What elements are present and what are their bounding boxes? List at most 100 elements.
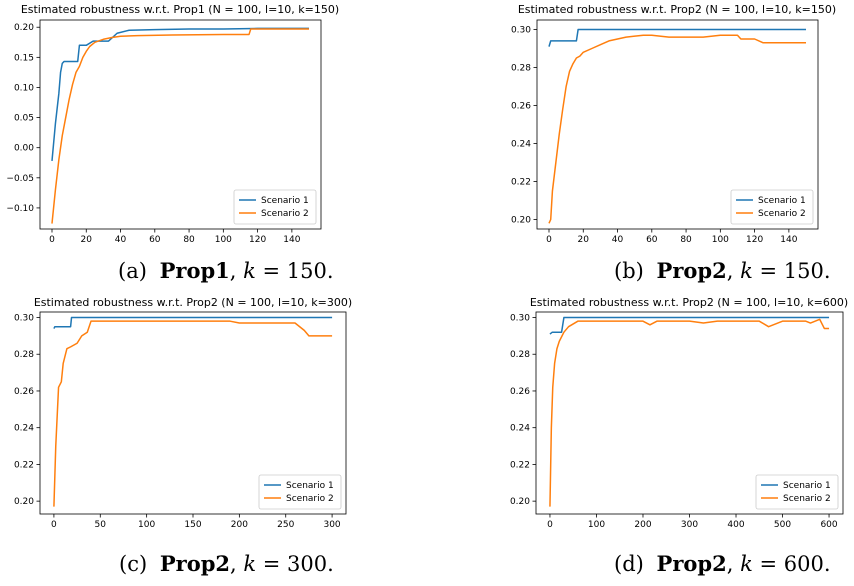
x-tick-label: 500: [774, 520, 791, 530]
y-tick-label: 0.24: [511, 140, 531, 150]
x-tick-label: 300: [323, 520, 340, 530]
y-tick-label: 0.26: [14, 387, 34, 397]
x-tick-label: 60: [149, 235, 161, 245]
legend-box: [755, 474, 839, 510]
x-tick-label: 40: [115, 235, 127, 245]
caption-label: (c): [119, 552, 147, 576]
x-tick-label: 200: [634, 520, 651, 530]
y-tick-label: 0.24: [14, 424, 34, 434]
x-tick-label: 140: [780, 235, 797, 245]
chart-title: Estimated robustness w.r.t. Prop2 (N = 1…: [34, 296, 352, 309]
x-tick-label: 20: [81, 235, 93, 245]
legend-label: Scenario 1: [261, 196, 309, 206]
caption-prop: Prop1: [160, 258, 230, 283]
chart-title: Estimated robustness w.r.t. Prop2 (N = 1…: [530, 296, 848, 309]
x-tick-label: 120: [249, 235, 266, 245]
y-tick-label: 0.30: [14, 314, 34, 324]
caption-label: (b): [614, 259, 644, 283]
panel-c: Estimated robustness w.r.t. Prop2 (N = 1…: [14, 296, 352, 530]
series-line-2: [548, 34, 807, 224]
legend-box: [730, 189, 814, 225]
caption-label: (d): [614, 552, 644, 576]
y-tick-label: 0.22: [511, 178, 531, 188]
y-tick-label: 0.30: [511, 26, 531, 36]
legend-label: Scenario 2: [758, 209, 806, 219]
x-tick-label: 80: [680, 235, 692, 245]
legend-label: Scenario 2: [261, 209, 309, 219]
legend-label: Scenario 1: [783, 481, 831, 491]
y-tick-label: 0.20: [511, 216, 531, 226]
x-tick-label: 140: [283, 235, 300, 245]
x-tick-label: 20: [578, 235, 590, 245]
y-tick-label: 0.28: [14, 350, 34, 360]
y-tick-label: 0.20: [14, 23, 34, 33]
chart-title: Estimated robustness w.r.t. Prop2 (N = 1…: [518, 3, 836, 16]
caption-rest: = 300.: [256, 552, 334, 576]
x-tick-label: 150: [184, 520, 201, 530]
legend-label: Scenario 1: [758, 196, 806, 206]
legend-box: [258, 474, 342, 510]
caption-k: k: [243, 552, 256, 576]
caption-k: k: [740, 552, 753, 576]
series-line-1: [548, 28, 807, 47]
caption-prop: Prop2: [657, 551, 727, 576]
x-tick-label: 100: [712, 235, 729, 245]
y-tick-label: 0.10: [14, 83, 34, 93]
series-line-2: [53, 320, 333, 507]
legend-box: [233, 189, 317, 225]
x-tick-label: 100: [215, 235, 232, 245]
caption-prop: Prop2: [160, 551, 230, 576]
y-tick-label: 0.22: [510, 460, 530, 470]
y-tick-label: 0.28: [511, 64, 531, 74]
caption-k: k: [740, 259, 753, 283]
x-tick-label: 400: [727, 520, 744, 530]
caption-prop: Prop2: [657, 258, 727, 283]
series-line-1: [51, 27, 310, 162]
x-tick-label: 120: [746, 235, 763, 245]
caption-rest: = 150.: [753, 259, 831, 283]
plot-frame: [536, 19, 819, 230]
y-tick-label: 0.24: [510, 424, 530, 434]
caption-rest: = 150.: [256, 259, 334, 283]
x-tick-label: 50: [95, 520, 107, 530]
y-tick-label: 0.26: [511, 102, 531, 112]
caption-b: (b) Prop2, k = 150.: [614, 258, 831, 283]
series-line-1: [549, 316, 830, 335]
caption-label: (a): [118, 259, 147, 283]
caption-c: (c) Prop2, k = 300.: [119, 551, 334, 576]
x-tick-label: 80: [183, 235, 195, 245]
legend-label: Scenario 2: [783, 494, 831, 504]
y-tick-label: 0.20: [14, 497, 34, 507]
x-tick-label: 600: [820, 520, 837, 530]
y-tick-label: 0.28: [510, 350, 530, 360]
y-tick-label: 0.15: [14, 53, 34, 63]
series-line-2: [51, 28, 310, 224]
x-tick-label: 40: [612, 235, 624, 245]
x-tick-label: 100: [588, 520, 605, 530]
x-tick-label: 0: [51, 520, 57, 530]
caption-rest: = 600.: [753, 552, 831, 576]
x-tick-label: 0: [49, 235, 55, 245]
y-tick-label: 0.20: [510, 497, 530, 507]
caption-d: (d) Prop2, k = 600.: [614, 551, 831, 576]
panel-d: Estimated robustness w.r.t. Prop2 (N = 1…: [510, 296, 848, 530]
series-line-2: [549, 318, 830, 507]
x-tick-label: 60: [646, 235, 658, 245]
y-tick-label: 0.00: [14, 144, 34, 154]
x-tick-label: 300: [681, 520, 698, 530]
x-tick-label: 100: [138, 520, 155, 530]
plot-frame: [39, 19, 322, 230]
y-tick-label: 0.30: [510, 314, 530, 324]
x-tick-label: 200: [231, 520, 248, 530]
y-tick-label: 0.22: [14, 460, 34, 470]
panel-a: Estimated robustness w.r.t. Prop1 (N = 1…: [6, 3, 339, 245]
y-tick-label: 0.26: [510, 387, 530, 397]
x-tick-label: 0: [547, 520, 553, 530]
series-line-1: [53, 316, 333, 329]
x-tick-label: 250: [277, 520, 294, 530]
y-tick-label: −0.05: [6, 174, 34, 184]
panel-b: Estimated robustness w.r.t. Prop2 (N = 1…: [511, 3, 836, 245]
legend-label: Scenario 1: [286, 481, 334, 491]
caption-a: (a) Prop1, k = 150.: [118, 258, 334, 283]
chart-title: Estimated robustness w.r.t. Prop1 (N = 1…: [21, 3, 339, 16]
